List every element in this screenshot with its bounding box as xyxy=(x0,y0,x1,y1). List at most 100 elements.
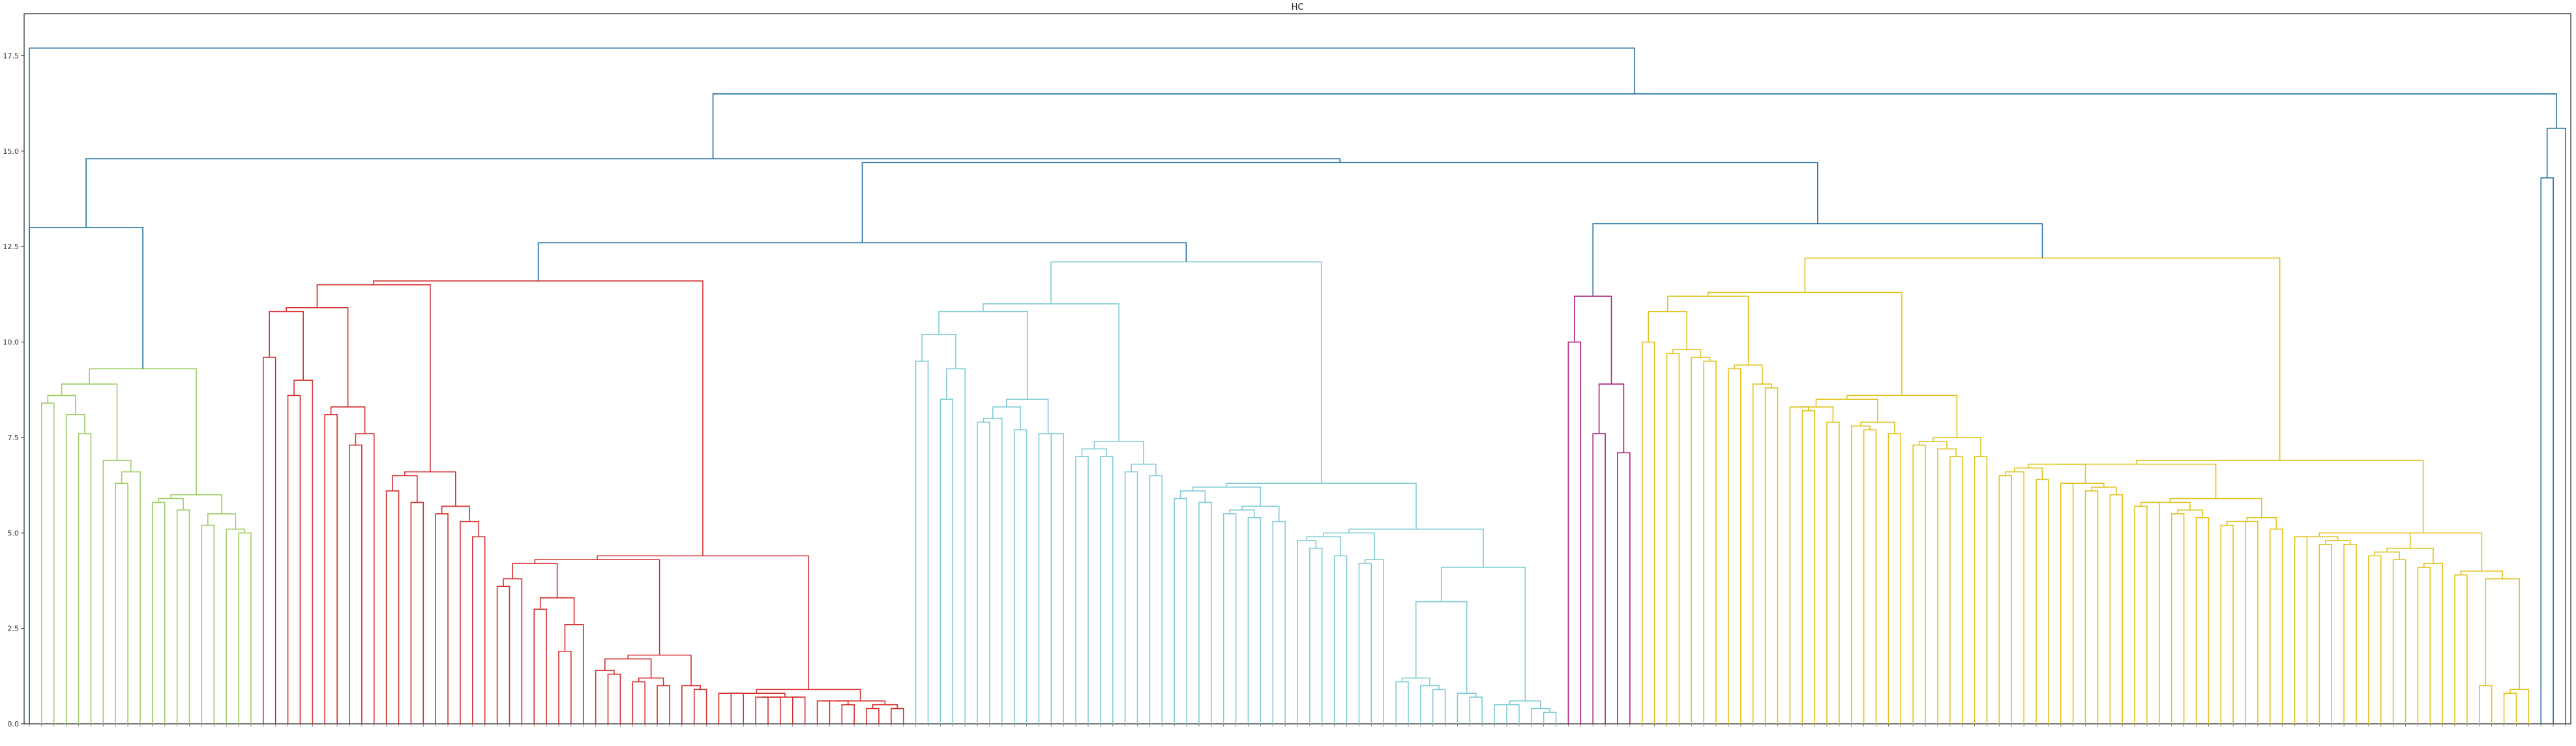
dendrogram-link xyxy=(756,689,861,701)
dendrogram-link xyxy=(287,395,301,724)
dendrogram-link xyxy=(1799,406,1834,423)
dendrogram-link xyxy=(983,303,1119,441)
dendrogram-link xyxy=(1038,433,1058,724)
dendrogram-link xyxy=(1826,421,1840,724)
y-tick-label: 17.5 xyxy=(3,52,20,60)
dendrogram-link xyxy=(712,93,2557,159)
dendrogram-link xyxy=(2014,467,2043,480)
dendrogram-link xyxy=(1815,398,1878,423)
dendrogram-link xyxy=(1306,536,1341,556)
dendrogram-link xyxy=(2109,494,2123,724)
dendrogram-link xyxy=(1093,440,1144,464)
dendrogram-link xyxy=(1850,425,1871,724)
dendrogram-link xyxy=(460,520,480,724)
dendrogram-link xyxy=(2364,532,2483,571)
dendrogram-link xyxy=(2140,501,2160,724)
dendrogram-link xyxy=(41,402,55,724)
dendrogram-link xyxy=(728,693,786,698)
dendrogram-link xyxy=(2067,483,2105,487)
dendrogram-link xyxy=(121,471,141,724)
dendrogram-link xyxy=(2005,471,2024,724)
dendrogram-link xyxy=(1469,696,1483,724)
dendrogram-link xyxy=(85,158,1340,228)
dendrogram-link xyxy=(1358,563,1372,724)
dendrogram-link xyxy=(1081,448,1108,457)
dendrogram-link xyxy=(286,307,349,408)
chart-title: HC xyxy=(1292,3,1304,12)
dendrogram-link xyxy=(1846,395,1958,438)
dendrogram-link xyxy=(2301,536,2339,541)
y-tick-label: 7.5 xyxy=(8,434,20,442)
dendrogram-link xyxy=(1440,567,1526,701)
dendrogram-link xyxy=(2343,544,2357,724)
dendrogram-link xyxy=(2028,464,2086,484)
dendrogram-link xyxy=(316,284,431,472)
dendrogram-link xyxy=(1395,681,1409,724)
dendrogram-link xyxy=(170,494,222,514)
dendrogram-link xyxy=(47,395,76,415)
dendrogram-link xyxy=(2246,517,2277,530)
dendrogram-link xyxy=(29,47,1636,724)
dendrogram-link xyxy=(2226,520,2246,724)
dendrogram-link xyxy=(604,658,652,678)
dendrogram-links xyxy=(29,47,2566,724)
y-tick-label: 12.5 xyxy=(3,243,20,251)
dendrogram-link xyxy=(1222,513,1237,724)
dendrogram-link xyxy=(2509,689,2530,724)
dendrogram-link xyxy=(435,513,449,724)
dendrogram-link xyxy=(1918,440,1947,449)
dendrogram-link xyxy=(1247,517,1262,724)
y-tick-label: 5.0 xyxy=(8,529,20,537)
dendrogram-link xyxy=(2324,540,2351,545)
dendrogram-link xyxy=(693,689,707,724)
dendrogram-link xyxy=(1179,490,1206,503)
dendrogram-link xyxy=(2170,513,2185,724)
dendrogram-link xyxy=(632,681,645,724)
dendrogram-link xyxy=(841,704,855,724)
dendrogram-link xyxy=(1050,261,1322,484)
dendrogram-link xyxy=(861,162,1818,243)
dendrogram-link xyxy=(1124,471,1138,724)
y-tick-label: 2.5 xyxy=(8,625,20,633)
dendrogram-link xyxy=(2236,520,2258,724)
dendrogram-link xyxy=(207,513,237,530)
y-tick-label: 10.0 xyxy=(3,338,20,347)
dendrogram-link xyxy=(983,417,1003,724)
leaf-labels xyxy=(29,724,2566,726)
dendrogram-link xyxy=(512,563,558,598)
dendrogram-link xyxy=(816,700,831,724)
dendrogram-link xyxy=(2417,567,2431,724)
dendrogram-link xyxy=(2195,517,2210,724)
dendrogram-link xyxy=(2150,501,2191,511)
dendrogram-link xyxy=(2423,563,2443,724)
dendrogram-link xyxy=(385,490,400,724)
dendrogram-link xyxy=(1500,704,1520,724)
dendrogram-link xyxy=(1006,398,1049,434)
dendrogram-link xyxy=(940,398,954,724)
dendrogram-link xyxy=(534,559,660,655)
dendrogram-link xyxy=(872,704,898,709)
dendrogram-link xyxy=(1174,498,1187,724)
dendrogram-link xyxy=(1912,444,1926,724)
dendrogram-link xyxy=(1543,711,1557,724)
y-tick-label: 15.0 xyxy=(3,147,20,156)
dendrogram-link xyxy=(1297,540,1317,724)
dendrogram-link xyxy=(349,444,363,724)
dendrogram-link xyxy=(1432,689,1446,724)
dendrogram-link xyxy=(293,380,314,724)
dendrogram-link xyxy=(977,421,990,724)
dendrogram-link xyxy=(607,674,621,724)
dendrogram-link xyxy=(1672,349,1702,357)
dendrogram-link xyxy=(1804,257,2281,461)
dendrogram-link xyxy=(835,700,886,705)
dendrogram-link xyxy=(2169,498,2262,518)
dendrogram-link xyxy=(404,471,456,507)
dendrogram-link xyxy=(533,608,547,724)
dendrogram-link xyxy=(472,536,486,724)
dendrogram-link xyxy=(1666,353,1680,724)
y-tick-label: 0.0 xyxy=(8,720,20,728)
y-axis: 0.0 2.5 5.0 7.5 10.0 12.5 15.0 17.5 xyxy=(3,52,24,728)
dendrogram-link xyxy=(2056,464,2217,499)
dendrogram-link xyxy=(158,498,184,511)
